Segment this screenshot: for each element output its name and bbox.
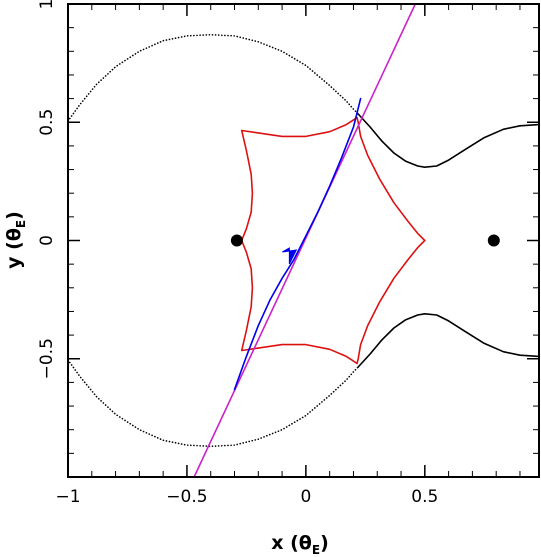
y-tick-label-3: 1 (37, 0, 57, 9)
x-axis-label-sub: E (312, 543, 320, 557)
x-tick-label-0: −1 (55, 487, 80, 507)
x-tick-label-1: −0.5 (166, 487, 207, 507)
y-axis-label-sub: E (14, 220, 28, 228)
x-axis-label-close: ) (320, 532, 329, 554)
series-0 (67, 33, 360, 122)
x-tick-label-2: 0 (300, 487, 311, 507)
tick-layer: −1 −0.5 0 0.5 −0.5 0 0.5 1 (37, 0, 539, 507)
lens-mass-marker-1 (487, 234, 500, 247)
series-1 (67, 359, 360, 448)
x-axis-label: x (θE) (271, 532, 329, 557)
y-axis-label-close: ) (3, 211, 25, 220)
marker-layer (230, 234, 500, 247)
y-tick-label-2: 0.5 (37, 109, 57, 136)
y-axis-label-main: y (θ (3, 228, 25, 269)
y-tick-label-0: −0.5 (37, 338, 57, 379)
series-5 (193, 3, 417, 478)
x-axis-label-main: x (θ (271, 532, 312, 554)
series-layer (67, 3, 540, 478)
x-tick-label-3: 0.5 (411, 487, 438, 507)
lens-mass-marker-0 (230, 234, 243, 247)
trajectory-arrowhead (282, 247, 298, 265)
series-3 (357, 312, 540, 368)
series-6 (233, 97, 362, 391)
series-4 (240, 116, 426, 365)
y-tick-label-1: 0 (37, 235, 57, 246)
y-axis-label: y (θE) (3, 211, 28, 269)
series-2 (357, 113, 540, 168)
